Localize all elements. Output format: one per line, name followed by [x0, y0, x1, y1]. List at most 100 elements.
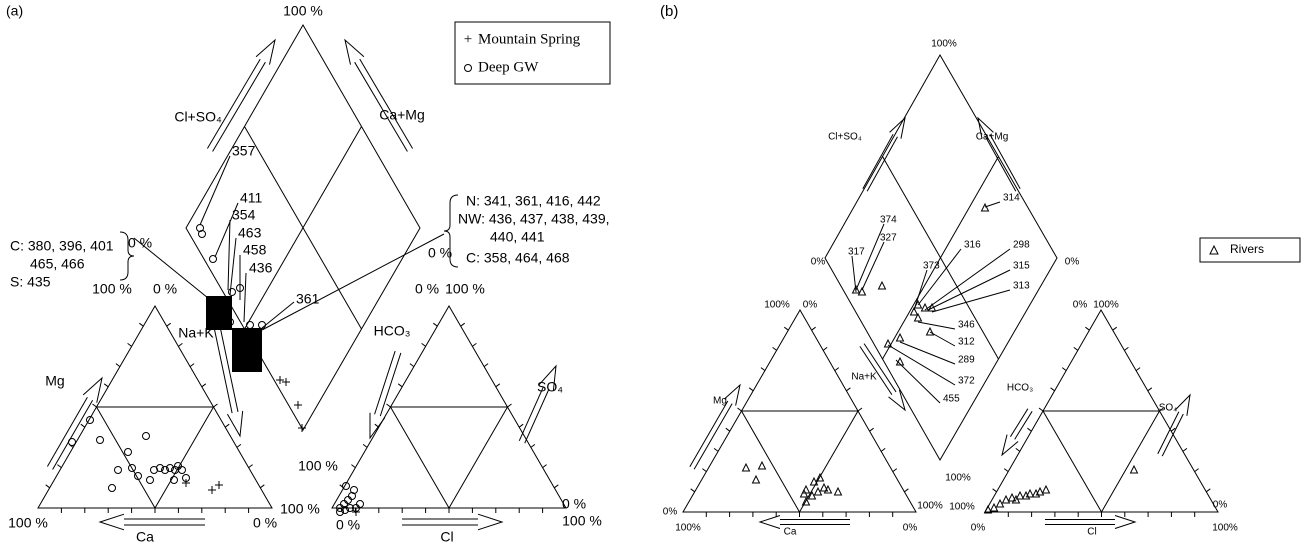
brace — [119, 231, 135, 281]
tick — [1194, 468, 1199, 473]
tick — [1170, 427, 1176, 432]
arrow-shaft — [989, 134, 1021, 190]
tick — [1050, 387, 1055, 392]
deep-gw-point — [236, 284, 244, 292]
tick — [1061, 367, 1067, 372]
deep-gw-point — [170, 476, 178, 484]
legend-box — [1199, 237, 1301, 263]
tick — [834, 367, 840, 372]
label: Cl — [440, 529, 453, 545]
river-point — [983, 504, 993, 514]
leader — [261, 233, 445, 331]
deep-gw-point — [222, 314, 230, 322]
tick — [1206, 488, 1211, 493]
label: Mg — [45, 373, 64, 389]
arrow-head — [1114, 515, 1137, 529]
label: 0% — [971, 523, 986, 534]
deep-gw-point — [340, 500, 348, 508]
label: 100 % — [445, 281, 485, 297]
deep-gw-point — [344, 496, 352, 504]
river-point — [1035, 486, 1045, 496]
label: 373 — [923, 261, 940, 272]
deep-gw-point — [96, 436, 104, 444]
arrow-shaft — [689, 400, 729, 467]
label: 317 — [848, 247, 865, 258]
deep-gw-point — [174, 462, 182, 470]
label: 0 % — [415, 281, 439, 297]
river-point — [857, 286, 867, 296]
tick — [483, 363, 489, 368]
river-point — [757, 460, 767, 470]
label: 372 — [958, 376, 975, 387]
deep-gw-point — [226, 318, 234, 326]
label: 100% — [949, 502, 975, 513]
arrow-head — [889, 116, 906, 139]
tick — [189, 363, 195, 368]
tick — [1159, 407, 1164, 412]
tick — [904, 488, 909, 493]
label: 313 — [1013, 281, 1030, 292]
river-point — [925, 326, 935, 336]
leader — [851, 255, 857, 293]
tick — [1182, 447, 1188, 452]
deep-gw-point — [114, 466, 122, 474]
tick — [201, 383, 207, 388]
river-point — [851, 284, 861, 294]
label: 357 — [232, 143, 256, 159]
inner-triangle — [389, 406, 509, 509]
river-point — [877, 280, 887, 290]
label: Ca — [136, 529, 154, 545]
spring-point — [208, 486, 216, 494]
arrow-head — [1174, 393, 1191, 416]
spring-point — [282, 378, 290, 386]
diamond — [824, 53, 1058, 462]
label: Ca — [784, 527, 797, 538]
arrow-shaft — [374, 350, 396, 415]
tick — [783, 326, 789, 331]
tick — [713, 447, 719, 452]
leader — [927, 269, 1011, 311]
tick — [1027, 427, 1032, 432]
tick — [518, 423, 524, 428]
leader — [214, 202, 239, 258]
label: Cl+SO₄ — [174, 109, 222, 125]
leader — [229, 237, 237, 296]
legend-entry: Rivers — [1230, 242, 1264, 256]
label: 374 — [880, 215, 897, 226]
arrow-shaft — [46, 397, 88, 467]
label: 0% — [811, 257, 826, 268]
arrow-head — [477, 513, 504, 531]
arrow-shaft — [985, 136, 1017, 192]
deep-gw-point — [128, 464, 136, 472]
arrow-shaft — [866, 136, 898, 192]
tick — [248, 464, 253, 469]
deep-gw-point — [336, 504, 344, 512]
deep-gw-point — [68, 438, 76, 446]
arrow-head — [369, 412, 386, 440]
label: 298 — [1013, 240, 1030, 251]
label: 0 % — [562, 496, 586, 512]
leader — [243, 272, 247, 323]
deep-gw-point — [156, 464, 164, 472]
leader — [899, 341, 956, 365]
label: 0% — [903, 523, 918, 534]
arrow-head — [344, 38, 365, 65]
spring-point — [298, 424, 306, 432]
label: 315 — [1013, 261, 1030, 272]
legend-entry: Deep GW — [478, 59, 539, 75]
label: 316 — [964, 240, 981, 251]
tick — [748, 387, 754, 392]
label: 327 — [880, 233, 897, 244]
deep-gw-point — [108, 484, 116, 492]
river-point — [819, 482, 829, 492]
arrow-shaft — [693, 403, 733, 470]
label: Cl+SO₄ — [828, 132, 862, 143]
arrow-shaft — [1157, 411, 1180, 455]
deep-gw-point — [236, 336, 244, 344]
legend-symbol: + — [464, 31, 472, 47]
leader — [931, 289, 1011, 313]
label: 0% — [1065, 257, 1080, 268]
tick — [702, 468, 707, 473]
tick — [472, 342, 477, 347]
panel-label: (b) — [660, 3, 678, 20]
